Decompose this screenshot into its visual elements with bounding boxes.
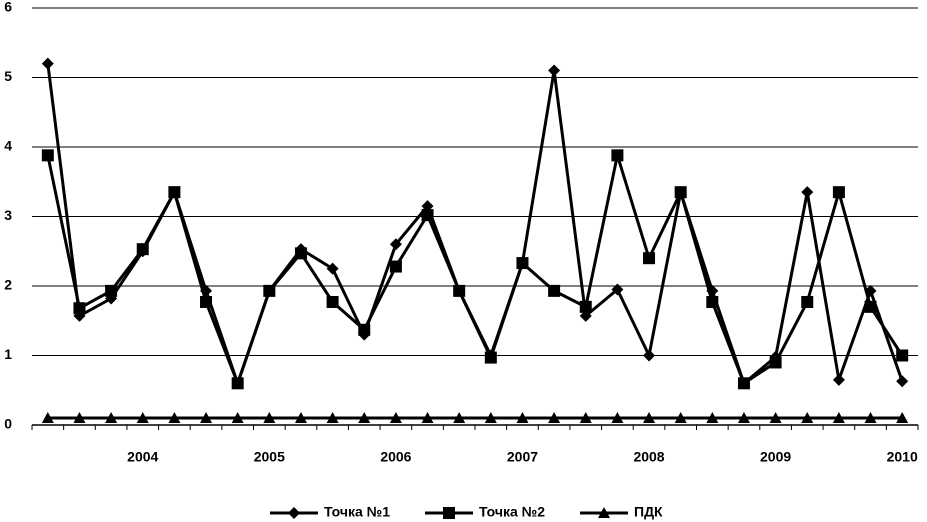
marker <box>674 412 687 424</box>
marker <box>41 412 54 424</box>
marker <box>579 300 592 313</box>
marker <box>484 351 497 364</box>
series-line <box>46 154 904 388</box>
marker <box>358 323 371 336</box>
marker <box>864 300 877 313</box>
x-tick-label: 2010 <box>887 449 918 465</box>
legend-label: Точка №2 <box>479 504 545 520</box>
marker <box>105 284 118 297</box>
marker <box>105 412 118 424</box>
marker <box>643 252 656 265</box>
marker <box>769 412 782 424</box>
y-tick-label: 3 <box>4 207 12 223</box>
legend-label: ПДК <box>634 504 663 520</box>
marker <box>484 412 497 424</box>
marker <box>73 412 86 424</box>
marker <box>168 186 181 199</box>
marker <box>516 257 529 270</box>
marker <box>389 238 402 251</box>
marker <box>548 412 561 424</box>
marker <box>443 507 455 519</box>
marker <box>598 507 610 518</box>
y-tick-label: 5 <box>4 68 12 84</box>
x-tick-label: 2004 <box>127 449 158 465</box>
legend-label: Точка №1 <box>324 504 390 520</box>
marker <box>326 295 339 308</box>
marker <box>41 149 54 162</box>
marker <box>801 186 814 199</box>
y-tick-label: 0 <box>4 416 12 432</box>
marker <box>674 186 687 199</box>
x-tick-label: 2007 <box>507 449 538 465</box>
y-tick-label: 1 <box>4 346 12 362</box>
marker <box>421 209 434 222</box>
marker <box>263 412 276 424</box>
x-tick-label: 2009 <box>760 449 791 465</box>
marker <box>200 412 213 424</box>
marker <box>896 375 909 388</box>
marker <box>643 349 656 362</box>
y-tick-label: 2 <box>4 277 12 293</box>
marker <box>801 295 814 308</box>
marker <box>200 295 213 308</box>
marker <box>579 412 592 424</box>
marker <box>389 260 402 273</box>
marker <box>706 295 719 308</box>
marker <box>288 507 300 519</box>
marker <box>832 412 845 424</box>
x-tick-label: 2008 <box>633 449 664 465</box>
marker <box>326 412 339 424</box>
marker <box>801 412 814 424</box>
marker <box>769 356 782 369</box>
marker <box>41 57 54 70</box>
marker <box>136 243 149 256</box>
marker <box>231 412 244 424</box>
marker <box>643 412 656 424</box>
marker <box>548 284 561 297</box>
marker <box>896 412 909 424</box>
marker <box>579 309 592 322</box>
marker <box>263 284 276 297</box>
marker <box>358 412 371 424</box>
x-tick-label: 2006 <box>380 449 411 465</box>
marker <box>294 247 307 260</box>
marker <box>832 186 845 199</box>
marker <box>421 200 434 213</box>
marker <box>611 283 624 296</box>
y-tick-label: 4 <box>4 138 12 154</box>
marker <box>453 412 466 424</box>
y-tick-label: 6 <box>4 0 12 15</box>
marker <box>453 284 466 297</box>
marker <box>231 377 244 390</box>
marker <box>389 412 402 424</box>
marker <box>896 349 909 362</box>
series-line <box>46 63 904 388</box>
marker <box>611 412 624 424</box>
marker <box>737 412 750 424</box>
marker <box>294 412 307 424</box>
marker <box>168 412 181 424</box>
marker <box>136 412 149 424</box>
marker <box>611 149 624 162</box>
marker <box>326 262 339 275</box>
marker <box>706 412 719 424</box>
marker <box>832 373 845 386</box>
marker <box>737 377 750 390</box>
marker <box>73 302 86 315</box>
marker <box>548 64 561 77</box>
marker <box>516 412 529 424</box>
marker <box>864 412 877 424</box>
marker <box>421 412 434 424</box>
x-tick-label: 2005 <box>254 449 285 465</box>
